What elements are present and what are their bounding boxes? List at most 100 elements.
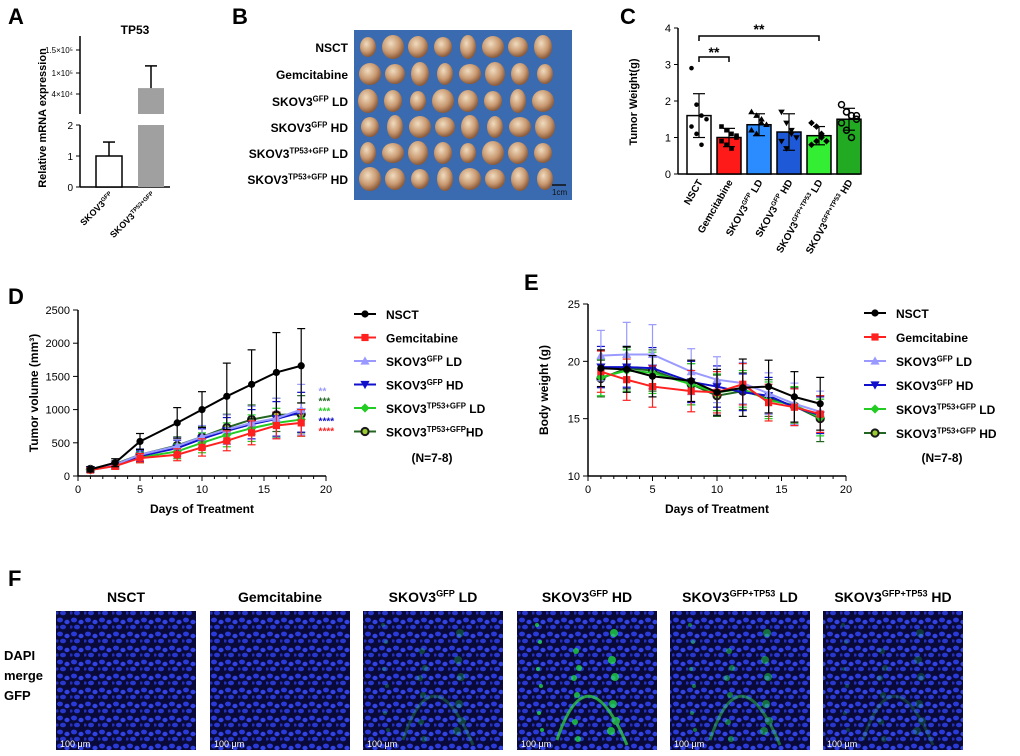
- gfp-dot: [691, 640, 695, 644]
- gfp-dot: [458, 717, 466, 725]
- legend-label: SKOV3GFP HD: [386, 378, 464, 393]
- chart-c-point: [837, 119, 846, 127]
- tumor: [532, 90, 554, 112]
- gfp-dot: [421, 736, 427, 742]
- data-point: [816, 400, 824, 408]
- y-tick-label: 2500: [46, 305, 70, 317]
- chart-c-point: [778, 138, 785, 145]
- data-point: [687, 377, 695, 385]
- tumor: [359, 167, 381, 191]
- gfp-dot: [918, 717, 926, 725]
- x-tick-label: 5: [137, 484, 143, 496]
- gfp-strand: [861, 694, 935, 746]
- tumor: [385, 168, 405, 190]
- xlabel: Days of Treatment: [665, 502, 769, 516]
- significance-label: **: [319, 386, 327, 397]
- x-tick-label: 20: [840, 484, 852, 496]
- micrograph-image: [363, 611, 503, 750]
- gfp-dot: [574, 692, 580, 698]
- gfp-dot: [844, 640, 848, 644]
- y-tick-label: 20: [568, 356, 580, 368]
- chart-a-bar: [138, 125, 164, 187]
- gfp-dot: [880, 692, 886, 698]
- gfp-dot: [913, 727, 921, 735]
- chart-c-point: [694, 131, 699, 137]
- chart-a-category-label: SKOV3TP53+GFP: [108, 190, 158, 240]
- legend-label: SKOV3GFP LD: [896, 354, 972, 369]
- micrograph-scale-label: 100 μm: [60, 739, 90, 749]
- gfp-dot: [693, 728, 697, 732]
- gfp-dot: [764, 673, 772, 681]
- data-point: [297, 419, 305, 427]
- chart-c-point: [699, 142, 704, 148]
- data-point: [713, 388, 721, 396]
- legend-label: NSCT: [896, 307, 929, 321]
- micrograph-image: [210, 611, 350, 750]
- tumor: [482, 141, 504, 165]
- gfp-dot: [724, 675, 730, 681]
- micrograph-title: SKOV3GFP LD: [389, 589, 478, 605]
- chart-d: 0 5 10 15 20 0 500 1000 1500 2000 2500 Days of Trea…: [27, 305, 486, 516]
- tumor: [537, 168, 553, 190]
- photo-row-label: SKOV3TP53+GFP HD: [247, 172, 348, 187]
- tumor: [360, 37, 376, 57]
- gfp-strand: [708, 694, 782, 746]
- data-point: [223, 392, 231, 400]
- tumor: [511, 167, 529, 191]
- gfp-dot: [692, 684, 696, 688]
- legend-label: SKOV3TP53+GFP HD: [896, 426, 997, 441]
- tumor: [411, 62, 429, 86]
- tumor: [537, 64, 553, 84]
- gfp-dot: [609, 700, 617, 708]
- tumor: [434, 142, 452, 164]
- y-tick-label: 1500: [46, 371, 70, 383]
- gfp-dot: [537, 711, 541, 715]
- legend-marker: [870, 356, 880, 365]
- tumor: [484, 91, 502, 111]
- data-point: [136, 454, 144, 462]
- chart-c-point: [823, 137, 830, 145]
- tumor: [385, 64, 405, 84]
- chart-a-tick-label: 4×10⁴: [52, 90, 74, 99]
- gfp-dot: [915, 700, 923, 708]
- tumor: [434, 37, 452, 57]
- chart-a-category-label: SKOV3GFP: [78, 190, 115, 227]
- legend-label: SKOV3GFP LD: [386, 354, 462, 369]
- x-tick-label: 0: [75, 484, 81, 496]
- gfp-dot: [453, 727, 461, 735]
- gfp-strand: [401, 694, 475, 746]
- tumor: [384, 90, 402, 112]
- chart-c-point: [719, 124, 724, 129]
- chart-c-point: [719, 138, 724, 144]
- gfp-dot: [575, 736, 581, 742]
- gfp-dot: [382, 667, 386, 671]
- panel-label-e: E: [524, 270, 539, 295]
- tumor: [408, 36, 428, 58]
- micrograph-scale-label: 100 μm: [674, 739, 704, 749]
- x-tick-label: 15: [775, 484, 787, 496]
- data-point: [223, 437, 231, 445]
- gfp-dot: [689, 667, 693, 671]
- gfp-signal: [688, 623, 782, 746]
- micrograph-title: SKOV3GFP HD: [542, 589, 632, 605]
- panel-label-a: A: [8, 4, 24, 29]
- chart-c-point: [724, 127, 729, 133]
- tumor: [459, 64, 481, 84]
- gfp-dot: [538, 640, 542, 644]
- tumor: [359, 63, 381, 85]
- tumor: [437, 167, 453, 191]
- chart-c-point: [813, 123, 820, 130]
- data-point: [790, 393, 799, 401]
- channel-label: DAPI: [4, 648, 35, 663]
- chart-c-point: [753, 130, 760, 137]
- chart-c-point: [734, 133, 739, 138]
- chart-c-sig-label: **: [709, 44, 720, 60]
- y-tick-label: 25: [568, 299, 580, 311]
- chart-a-tick-label: 1×10⁵: [52, 69, 73, 78]
- gfp-dot: [845, 684, 849, 688]
- chart-c-point: [783, 120, 790, 127]
- micrograph-title: SKOV3GFP+TP53 LD: [682, 589, 798, 605]
- micrograph-image: [670, 611, 810, 750]
- panel-label-f: F: [8, 566, 21, 591]
- chart-c-category-label: NSCT: [682, 178, 705, 207]
